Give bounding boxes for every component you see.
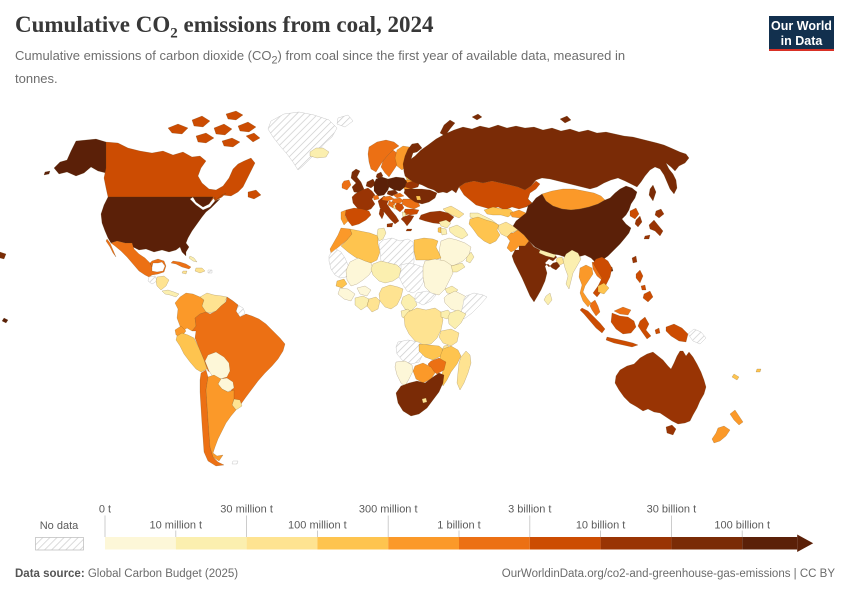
svg-text:100 billion t: 100 billion t bbox=[714, 520, 770, 532]
svg-text:300 million t: 300 million t bbox=[359, 504, 418, 516]
svg-text:10 billion t: 10 billion t bbox=[576, 520, 626, 532]
svg-text:1 billion t: 1 billion t bbox=[437, 520, 480, 532]
svg-text:3 billion t: 3 billion t bbox=[508, 504, 551, 516]
svg-text:0 t: 0 t bbox=[99, 504, 111, 516]
svg-text:10 million t: 10 million t bbox=[150, 520, 203, 532]
svg-text:100 million t: 100 million t bbox=[288, 520, 347, 532]
svg-text:30 billion t: 30 billion t bbox=[647, 504, 697, 516]
svg-text:No data: No data bbox=[40, 520, 79, 532]
svg-text:30 million t: 30 million t bbox=[220, 504, 273, 516]
